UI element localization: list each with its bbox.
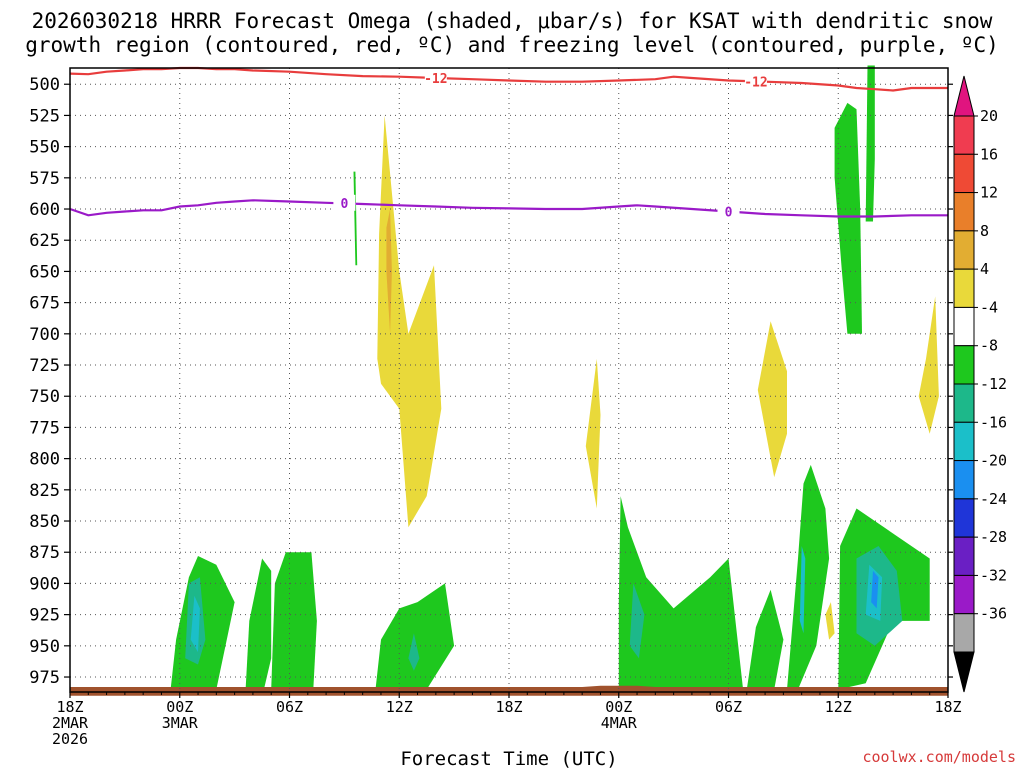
colorbar-bottom-arrow [953,651,975,693]
green-omega-f [746,589,784,690]
colorbar-box [953,383,975,423]
x-tick-label: 12Z [386,698,413,716]
green-omega-spike [865,65,875,222]
y-tick-label: 800 [29,450,60,470]
y-tick-label: 975 [29,668,60,688]
y-tick-label: 500 [29,75,60,95]
colorbar-box [953,115,975,155]
yellow-omega-c [757,321,787,478]
cyan-omega-a [190,595,200,653]
green-omega-upper [834,102,862,334]
y-tick-label: 775 [29,418,60,438]
y-tick-label: 750 [29,387,60,407]
colorbar-label: 4 [980,260,989,278]
yellow-omega-b [585,358,601,509]
y-tick-label: 525 [29,106,60,126]
colorbar-label: 8 [980,222,989,240]
contour-label-bg [744,73,767,90]
colorbar-label: -16 [980,413,1007,431]
green-omega-c [271,552,317,690]
y-tick-label: 900 [29,574,60,594]
yellow-omega-d [918,296,939,434]
colorbar-label: 16 [980,145,998,163]
colorbar-box [953,192,975,232]
colorbar-box [953,153,975,194]
colorbar-label: 12 [980,184,998,202]
y-tick-label: 700 [29,325,60,345]
colorbar-box [953,536,975,576]
colorbar-label: -4 [980,298,998,316]
contour-label: 0 [340,197,348,212]
x-tick-label: 06Z [276,698,303,716]
yellow-omega-e [825,602,835,640]
y-tick-label: 725 [29,356,60,376]
contour-label: -12 [424,72,447,87]
y-tick-label: 600 [29,200,60,220]
cyan-omega-c [799,546,806,634]
y-tick-label: 925 [29,606,60,626]
x-tick-label: 3MAR [162,714,199,732]
colorbar-label: -24 [980,490,1007,508]
y-tick-label: 825 [29,481,60,501]
colorbar-box [953,230,975,270]
colorbar-box [953,268,975,308]
x-tick-label: 06Z [715,698,742,716]
x-axis-title: Forecast Time (UTC) [400,748,617,768]
colorbar-label: -32 [980,566,1007,584]
colorbar-label: -36 [980,605,1007,623]
contour-label: -12 [744,76,767,91]
green-omega-g [787,464,830,690]
x-tick-label: 00Z [166,698,193,716]
blue-omega-a [871,570,879,609]
y-tick-label: 675 [29,294,60,314]
teal-omega-b [629,583,645,659]
chart-title-line1: 2026030218 HRRR Forecast Omega (shaded, … [31,9,993,33]
credit-text: coolwx.com/models [862,748,1016,766]
green-omega-d [375,583,455,690]
y-tick-label: 875 [29,543,60,563]
contour-label: 0 [725,206,733,221]
contour-label-bg [424,69,447,86]
colorbar-label: -12 [980,375,1007,393]
x-tick-label: 2MAR [52,714,89,732]
green-omega-b [245,558,272,690]
y-tick-label: 850 [29,512,60,532]
x-tick-label: 18Z [56,698,83,716]
y-tick-label: 575 [29,169,60,189]
x-tick-label: 18Z [495,698,522,716]
chart-title-line2: growth region (contoured, red, ºC) and f… [25,33,999,57]
colorbar-box [953,460,975,500]
colorbar-box [953,498,975,538]
colorbar-box [953,345,975,385]
x-tick-label: 18Z [934,698,961,716]
yellow-omega-a [377,115,442,528]
y-tick-label: 650 [29,262,60,282]
colorbar-box [953,574,975,615]
contour-label-bg [333,194,356,211]
colorbar-label: -28 [980,528,1007,546]
x-tick-label: 4MAR [601,714,638,732]
freezing-level-line [69,199,948,218]
teal-omega-d [408,633,420,671]
colorbar-box [953,421,975,462]
colorbar-box [953,613,975,653]
y-tick-label: 550 [29,138,60,158]
colorbar-box [953,306,975,347]
colorbar-label: -8 [980,337,998,355]
green-omega-e [618,496,744,690]
x-tick-label: 2026 [52,730,88,748]
y-tick-label: 625 [29,231,60,251]
contour-label-bg [717,203,740,220]
y-tick-label: 950 [29,637,60,657]
x-tick-label: 00Z [605,698,632,716]
colorbar-label: 20 [980,107,998,125]
colorbar-label: -20 [980,452,1007,470]
colorbar-top-arrow [953,75,975,117]
x-tick-label: 12Z [825,698,852,716]
